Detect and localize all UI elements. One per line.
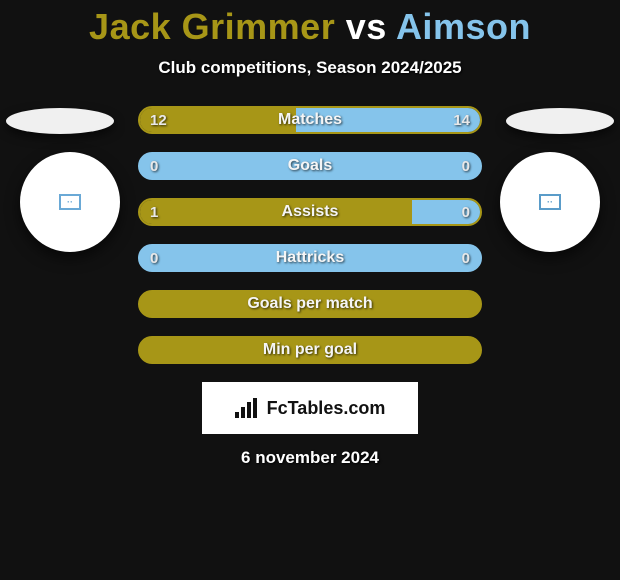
brand-text: FcTables.com [267,398,386,419]
player1-badge: ·· [20,152,120,252]
subtitle: Club competitions, Season 2024/2025 [0,58,620,78]
brand-box: FcTables.com [202,382,418,434]
stat-fill-left [140,108,296,132]
comparison-stage: ·· ·· 1214Matches00Goals10Assists00Hattr… [0,106,620,468]
stat-value-left: 0 [150,246,158,270]
stat-tail [412,200,480,224]
player2-name: Aimson [396,6,531,47]
stat-row: 0 0Goals [138,152,482,180]
stat-fill-right [296,108,480,132]
player1-badge-icon: ·· [59,194,81,210]
page-title: Jack Grimmer vs Aimson [0,0,620,48]
stat-label: Goals per match [140,292,480,316]
stat-row: 0 0Hattricks [138,244,482,272]
brand-icon [235,398,261,418]
stat-bars: 1214Matches00Goals10Assists00HattricksGo… [138,106,482,364]
stat-row: 1214Matches [138,106,482,134]
stat-label: Goals [140,154,480,178]
stat-value-right: 0 [462,154,470,178]
stat-value-left: 0 [150,154,158,178]
stat-value-right: 0 [462,246,470,270]
left-ellipse [6,108,114,134]
stat-label: Min per goal [140,338,480,362]
vs-text: vs [346,6,387,47]
right-ellipse [506,108,614,134]
player2-badge: ·· [500,152,600,252]
player1-name: Jack Grimmer [89,6,335,47]
stat-row: 10Assists [138,198,482,226]
stat-row: Goals per match [138,290,482,318]
date-text: 6 november 2024 [0,448,620,468]
stat-label: Hattricks [140,246,480,270]
player2-badge-icon: ·· [539,194,561,210]
stat-row: Min per goal [138,336,482,364]
